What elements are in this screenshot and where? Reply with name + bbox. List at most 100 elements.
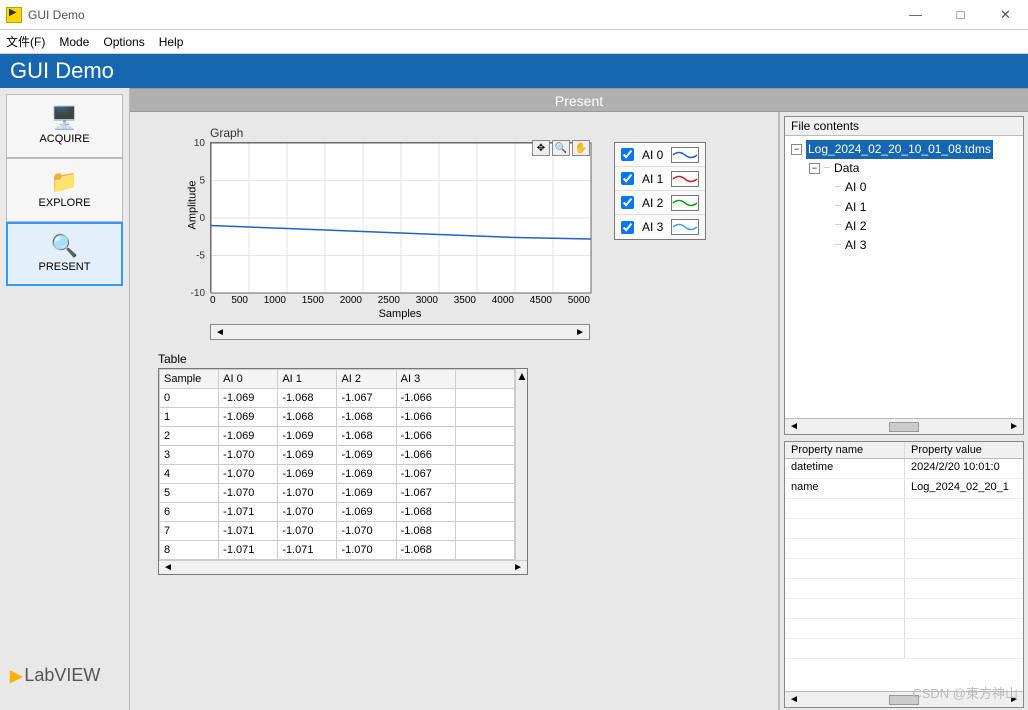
table-row[interactable]: 3-1.070-1.069-1.069-1.066 (160, 446, 515, 465)
table-cell: -1.067 (396, 484, 455, 503)
table-row[interactable]: 1-1.069-1.068-1.068-1.066 (160, 408, 515, 427)
legend-checkbox[interactable] (621, 221, 634, 234)
property-value: 2024/2/20 10:01:0 (905, 459, 1006, 478)
legend-label: AI 1 (642, 172, 663, 186)
table-hscroll[interactable]: ◄► (159, 560, 527, 574)
property-row-empty (785, 559, 1023, 579)
table-cell: -1.068 (278, 408, 337, 427)
table-cell: -1.070 (219, 484, 278, 503)
table-row[interactable]: 0-1.069-1.068-1.067-1.066 (160, 389, 515, 408)
legend-row[interactable]: AI 0 (615, 143, 705, 167)
nav-present[interactable]: 🔍PRESENT (6, 222, 123, 286)
table-header[interactable]: Sample (160, 370, 219, 389)
x-tick: 4500 (530, 295, 552, 306)
menu-help[interactable]: Help (159, 35, 184, 49)
tree-channel[interactable]: ┈AI 2 (791, 217, 1017, 236)
legend-row[interactable]: AI 1 (615, 167, 705, 191)
file-tree[interactable]: − Log_2024_02_20_10_01_08.tdms − ┈ Data … (785, 136, 1023, 418)
graph-block: Graph ✥ 🔍 ✋ Amplitude -10-50510 (158, 126, 770, 340)
right-panel: File contents − Log_2024_02_20_10_01_08.… (778, 112, 1028, 710)
property-row[interactable]: nameLog_2024_02_20_1 (785, 479, 1023, 499)
table-header[interactable]: AI 0 (219, 370, 278, 389)
legend-checkbox[interactable] (621, 172, 634, 185)
legend-checkbox[interactable] (621, 148, 634, 161)
menu-options[interactable]: Options (103, 35, 144, 49)
table-header[interactable]: AI 2 (337, 370, 396, 389)
legend-row[interactable]: AI 2 (615, 191, 705, 215)
graph-title: Graph (210, 126, 770, 140)
close-button[interactable]: ✕ (983, 1, 1028, 29)
chart-canvas[interactable]: -10-50510 (210, 142, 590, 292)
tree-channel[interactable]: ┈AI 1 (791, 198, 1017, 217)
nav-explore[interactable]: 📁EXPLORE (6, 158, 123, 222)
maximize-button[interactable]: □ (938, 1, 983, 29)
tree-channel[interactable]: ┈AI 0 (791, 178, 1017, 197)
table-cell: -1.069 (219, 408, 278, 427)
x-tick: 5000 (568, 295, 590, 306)
window-controls: — □ ✕ (893, 1, 1028, 29)
legend-row[interactable]: AI 3 (615, 215, 705, 239)
expand-icon[interactable]: − (791, 144, 802, 155)
property-row[interactable]: datetime2024/2/20 10:01:0 (785, 459, 1023, 479)
table-row[interactable]: 5-1.070-1.070-1.069-1.067 (160, 484, 515, 503)
table-cell: 4 (160, 465, 219, 484)
table-cell: -1.068 (396, 541, 455, 560)
crosshair-tool-icon[interactable]: ✥ (532, 140, 550, 156)
table-cell: 5 (160, 484, 219, 503)
menu-file[interactable]: 文件(F) (6, 33, 45, 50)
table-cell: 8 (160, 541, 219, 560)
table-cell: -1.070 (278, 503, 337, 522)
table-cell: 2 (160, 427, 219, 446)
pan-tool-icon[interactable]: ✋ (572, 140, 590, 156)
table-row[interactable]: 8-1.071-1.071-1.070-1.068 (160, 541, 515, 560)
tree-hscroll[interactable]: ◄► (785, 418, 1023, 434)
nav-acquire[interactable]: 🖥️ACQUIRE (6, 94, 123, 158)
table-cell: -1.069 (337, 484, 396, 503)
table-cell: -1.069 (219, 389, 278, 408)
legend-label: AI 2 (642, 196, 663, 210)
table-cell: -1.068 (337, 427, 396, 446)
x-tick: 1000 (264, 295, 286, 306)
tree-channel-label: AI 3 (845, 236, 866, 255)
table-header[interactable]: AI 3 (396, 370, 455, 389)
table-cell: -1.068 (396, 503, 455, 522)
legend-swatch (671, 219, 699, 235)
expand-icon[interactable]: − (809, 163, 820, 174)
table-row[interactable]: 4-1.070-1.069-1.069-1.067 (160, 465, 515, 484)
table-vscroll[interactable]: ▲ (515, 369, 527, 560)
table-cell: -1.066 (396, 389, 455, 408)
table-row[interactable]: 7-1.071-1.070-1.070-1.068 (160, 522, 515, 541)
svg-text:0: 0 (199, 213, 205, 224)
table-row[interactable]: 6-1.071-1.070-1.069-1.068 (160, 503, 515, 522)
nav-icon: 🖥️ (51, 107, 78, 129)
minimize-button[interactable]: — (893, 1, 938, 29)
file-contents-title: File contents (785, 117, 1023, 136)
graph-hscroll[interactable]: ◄► (210, 324, 590, 340)
legend-checkbox[interactable] (621, 196, 634, 209)
chart-toolbar: ✥ 🔍 ✋ (532, 140, 590, 156)
legend: AI 0 AI 1 AI 2 AI 3 (614, 142, 706, 240)
props-hscroll[interactable]: ◄► (785, 691, 1023, 707)
table-cell: -1.071 (219, 522, 278, 541)
x-tick: 4000 (492, 295, 514, 306)
table-cell: -1.066 (396, 446, 455, 465)
property-name: datetime (785, 459, 905, 478)
data-table[interactable]: SampleAI 0AI 1AI 2AI 30-1.069-1.068-1.06… (159, 369, 515, 560)
titlebar: GUI Demo — □ ✕ (0, 0, 1028, 30)
tree-group[interactable]: − ┈ Data (791, 159, 1017, 178)
svg-text:5: 5 (199, 176, 205, 187)
table-row[interactable]: 2-1.069-1.069-1.068-1.066 (160, 427, 515, 446)
tree-channel[interactable]: ┈AI 3 (791, 236, 1017, 255)
zoom-tool-icon[interactable]: 🔍 (552, 140, 570, 156)
menu-mode[interactable]: Mode (59, 35, 89, 49)
table-header[interactable]: AI 1 (278, 370, 337, 389)
x-tick: 2500 (378, 295, 400, 306)
tree-root[interactable]: − Log_2024_02_20_10_01_08.tdms (791, 140, 1017, 159)
properties-body[interactable]: datetime2024/2/20 10:01:0nameLog_2024_02… (785, 459, 1023, 691)
x-tick: 3500 (454, 295, 476, 306)
table-cell: 1 (160, 408, 219, 427)
property-row-empty (785, 499, 1023, 519)
property-row-empty (785, 599, 1023, 619)
tree-connector-icon: ┈ (835, 199, 841, 215)
nav-icon: 📁 (51, 171, 78, 193)
